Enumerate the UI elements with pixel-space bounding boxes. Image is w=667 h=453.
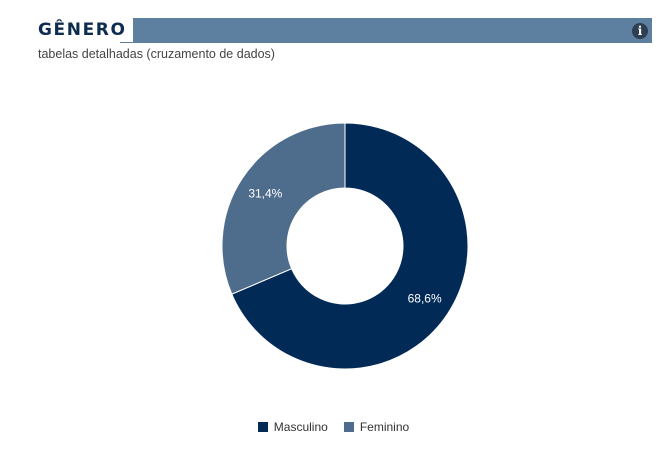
chart-legend: Masculino Feminino [0, 420, 667, 435]
section-header: i GÊNERO [38, 16, 652, 44]
page-subtitle: tabelas detalhadas (cruzamento de dados) [38, 47, 275, 61]
header-bar: i [120, 18, 652, 43]
data-label-masculino: 68,6% [408, 292, 442, 306]
data-label-feminino: 31,4% [248, 186, 282, 200]
legend-item-masculino[interactable]: Masculino [257, 420, 328, 434]
legend-label: Feminino [359, 420, 410, 434]
info-icon[interactable]: i [632, 23, 648, 39]
slice-masculino[interactable] [231, 122, 469, 370]
page-title: GÊNERO [38, 18, 133, 42]
slice-feminino[interactable] [221, 122, 346, 295]
legend-item-feminino[interactable]: Feminino [343, 420, 410, 434]
legend-swatch [343, 422, 354, 432]
legend-label: Masculino [273, 420, 328, 434]
legend-swatch [257, 422, 268, 432]
